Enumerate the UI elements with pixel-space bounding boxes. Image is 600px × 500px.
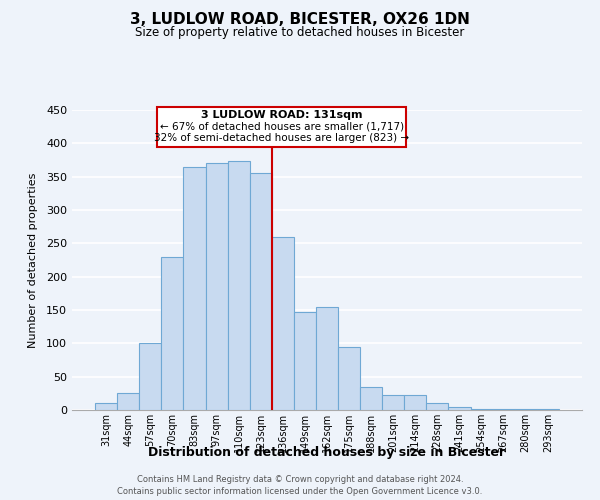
Y-axis label: Number of detached properties: Number of detached properties xyxy=(28,172,38,348)
Bar xyxy=(139,344,161,410)
Bar xyxy=(272,236,294,410)
Bar xyxy=(338,346,360,410)
Bar xyxy=(427,402,448,410)
Text: Contains HM Land Registry data © Crown copyright and database right 2024.: Contains HM Land Registry data © Crown c… xyxy=(137,476,463,484)
Bar xyxy=(470,408,493,410)
Bar xyxy=(404,396,427,410)
Bar xyxy=(227,162,250,410)
Text: Contains public sector information licensed under the Open Government Licence v3: Contains public sector information licen… xyxy=(118,486,482,496)
Bar xyxy=(206,164,227,410)
Text: 3, LUDLOW ROAD, BICESTER, OX26 1DN: 3, LUDLOW ROAD, BICESTER, OX26 1DN xyxy=(130,12,470,28)
Text: Size of property relative to detached houses in Bicester: Size of property relative to detached ho… xyxy=(136,26,464,39)
Bar xyxy=(382,396,404,410)
Bar xyxy=(117,394,139,410)
Bar xyxy=(95,404,117,410)
Text: 32% of semi-detached houses are larger (823) →: 32% of semi-detached houses are larger (… xyxy=(154,133,409,143)
FancyBboxPatch shape xyxy=(157,106,406,146)
Text: 3 LUDLOW ROAD: 131sqm: 3 LUDLOW ROAD: 131sqm xyxy=(201,110,362,120)
Bar xyxy=(250,174,272,410)
Bar xyxy=(316,306,338,410)
Bar xyxy=(184,166,206,410)
Bar xyxy=(161,256,184,410)
Bar xyxy=(360,386,382,410)
Bar xyxy=(448,408,470,410)
Text: Distribution of detached houses by size in Bicester: Distribution of detached houses by size … xyxy=(148,446,506,459)
Text: ← 67% of detached houses are smaller (1,717): ← 67% of detached houses are smaller (1,… xyxy=(160,122,404,132)
Bar xyxy=(294,312,316,410)
